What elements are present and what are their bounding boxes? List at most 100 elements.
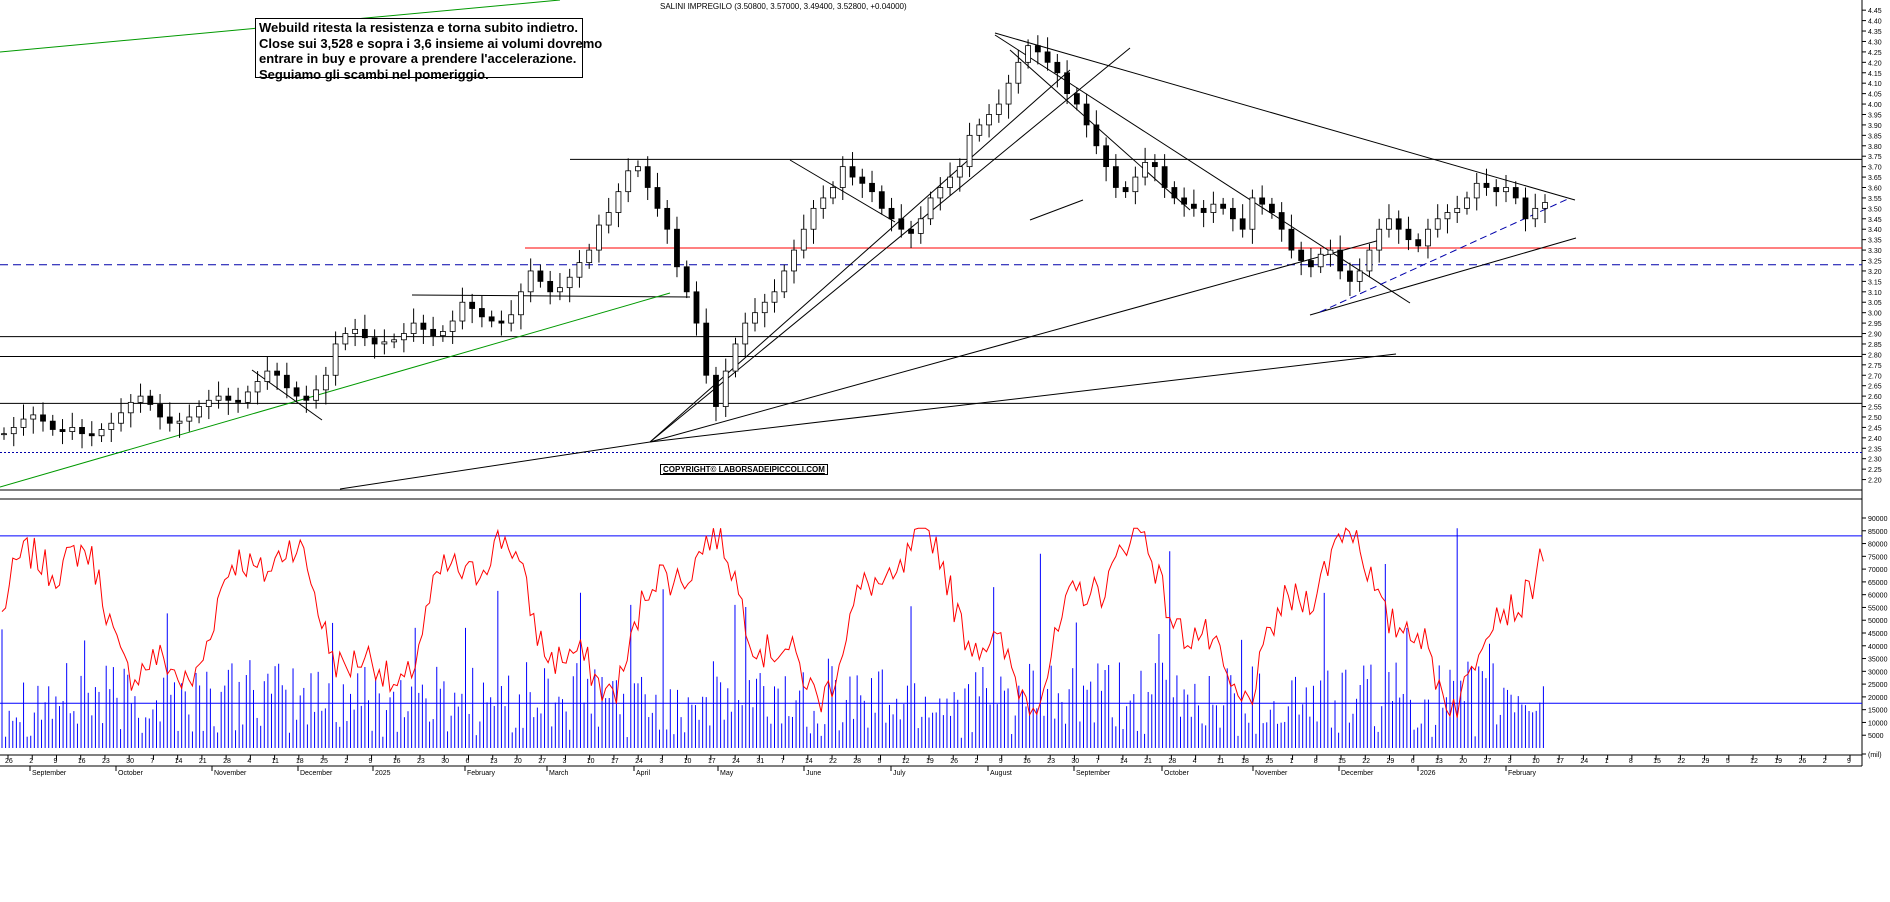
price-tick-label: 3.30 <box>1868 248 1882 255</box>
volume-tick-label: 80000 <box>1868 542 1888 549</box>
date-tick-label: 16 <box>1023 758 1031 765</box>
candle-body <box>1103 145 1110 168</box>
date-tick-label: 24 <box>1580 758 1588 765</box>
date-tick-label: 17 <box>708 758 716 765</box>
date-tick-label: 28 <box>1168 758 1176 765</box>
candle-body <box>264 370 271 382</box>
date-tick-label: 25 <box>320 758 328 765</box>
volume-tick-label: 15000 <box>1868 708 1888 715</box>
date-tick-label: 9 <box>53 758 57 765</box>
candle-body <box>254 381 261 393</box>
date-tick-label: 15 <box>1653 758 1661 765</box>
candle-body <box>205 399 212 407</box>
candle-body <box>1161 166 1168 188</box>
month-label: March <box>549 770 569 777</box>
price-tick-label: 3.85 <box>1868 133 1882 140</box>
candle-body <box>1122 187 1129 193</box>
date-tick-label: 31 <box>756 758 764 765</box>
volume-tick-label: 75000 <box>1868 554 1888 561</box>
date-tick-label: 22 <box>1677 758 1685 765</box>
volume-axis: 90000 85000 80000 75000 70000 65000 60000 55000… <box>1862 516 1888 759</box>
candle-body <box>1220 203 1227 209</box>
price-tick-label: 3.95 <box>1868 112 1882 119</box>
trend-line <box>1029 199 1084 221</box>
price-tick-label: 2.60 <box>1868 394 1882 401</box>
candle-body <box>1 433 7 436</box>
candle-body <box>1415 239 1422 247</box>
candle-body <box>391 339 398 343</box>
candle-body <box>1200 207 1207 213</box>
price-tick-label: 4.20 <box>1868 60 1882 67</box>
month-label: February <box>467 770 496 777</box>
date-tick-label: 13 <box>1435 758 1443 765</box>
volume-tick-label: 20000 <box>1868 695 1888 702</box>
candle-body <box>1327 249 1334 255</box>
candle-body <box>1054 61 1061 74</box>
date-tick-label: 22 <box>1362 758 1370 765</box>
price-tick-label: 3.05 <box>1868 300 1882 307</box>
date-tick-label: 5 <box>1726 758 1730 765</box>
candle-body <box>596 224 602 251</box>
date-tick-label: 2 <box>974 758 978 765</box>
date-tick-label: 28 <box>853 758 861 765</box>
date-tick-label: 10 <box>684 758 692 765</box>
date-tick-label: 30 <box>1071 758 1079 765</box>
date-tick-label: 5 <box>878 758 882 765</box>
candle-body <box>69 427 76 432</box>
candle-body <box>566 276 573 289</box>
candle-body <box>1025 45 1031 63</box>
candle-body <box>1464 197 1470 209</box>
price-tick-label: 4.35 <box>1868 29 1882 36</box>
candle-body <box>683 266 690 293</box>
date-tick-label: 27 <box>538 758 546 765</box>
candle-body <box>908 228 914 234</box>
price-tick-label: 3.10 <box>1868 290 1882 297</box>
price-tick-label: 4.15 <box>1868 71 1882 78</box>
volume-bars <box>1 528 1544 748</box>
candle-body <box>1454 207 1461 213</box>
candle-body <box>1376 228 1383 251</box>
trend-line <box>649 239 1381 443</box>
candle-body <box>1064 72 1070 95</box>
trend-line <box>0 292 671 488</box>
candle-body <box>771 291 778 303</box>
date-tick-label: 8 <box>1314 758 1318 765</box>
month-label: October <box>1164 770 1190 777</box>
candle-body <box>1512 187 1519 199</box>
candle-body <box>20 418 27 428</box>
candle-body <box>1473 182 1480 199</box>
candle-body <box>644 166 651 188</box>
volume-tick-label: 40000 <box>1868 644 1888 651</box>
oscillator-series <box>1 527 1544 718</box>
horizontal-levels <box>0 158 1862 704</box>
price-tick-label: 2.95 <box>1868 321 1882 328</box>
date-tick-label: 11 <box>1217 758 1224 765</box>
candle-body <box>303 395 310 401</box>
trend-line <box>649 69 1071 443</box>
candle-body <box>1425 228 1431 247</box>
candle-body <box>1171 187 1178 199</box>
month-label: October <box>118 770 144 777</box>
price-tick-label: 2.45 <box>1868 425 1882 432</box>
candle-body <box>586 249 593 264</box>
candle-body <box>59 429 66 432</box>
price-tick-label: 2.35 <box>1868 446 1882 453</box>
candle-body <box>118 412 124 424</box>
date-tick-label: 7 <box>781 758 785 765</box>
candle-body <box>166 416 173 424</box>
candle-body <box>488 316 495 322</box>
candle-body <box>693 291 700 324</box>
trend-line <box>1309 237 1577 316</box>
candle-body <box>713 374 719 407</box>
month-label: August <box>990 770 1012 777</box>
candle-body <box>791 249 797 272</box>
candle-body <box>1093 124 1100 147</box>
candle-body <box>937 187 944 199</box>
candle-body <box>625 170 632 193</box>
candle-body <box>283 374 290 389</box>
volume-tick-label: 10000 <box>1868 720 1888 727</box>
candle-body <box>1259 197 1266 205</box>
volume-tick-label: 45000 <box>1868 631 1888 638</box>
price-tick-label: 4.30 <box>1868 39 1882 46</box>
date-tick-label: 1 <box>1290 758 1294 765</box>
